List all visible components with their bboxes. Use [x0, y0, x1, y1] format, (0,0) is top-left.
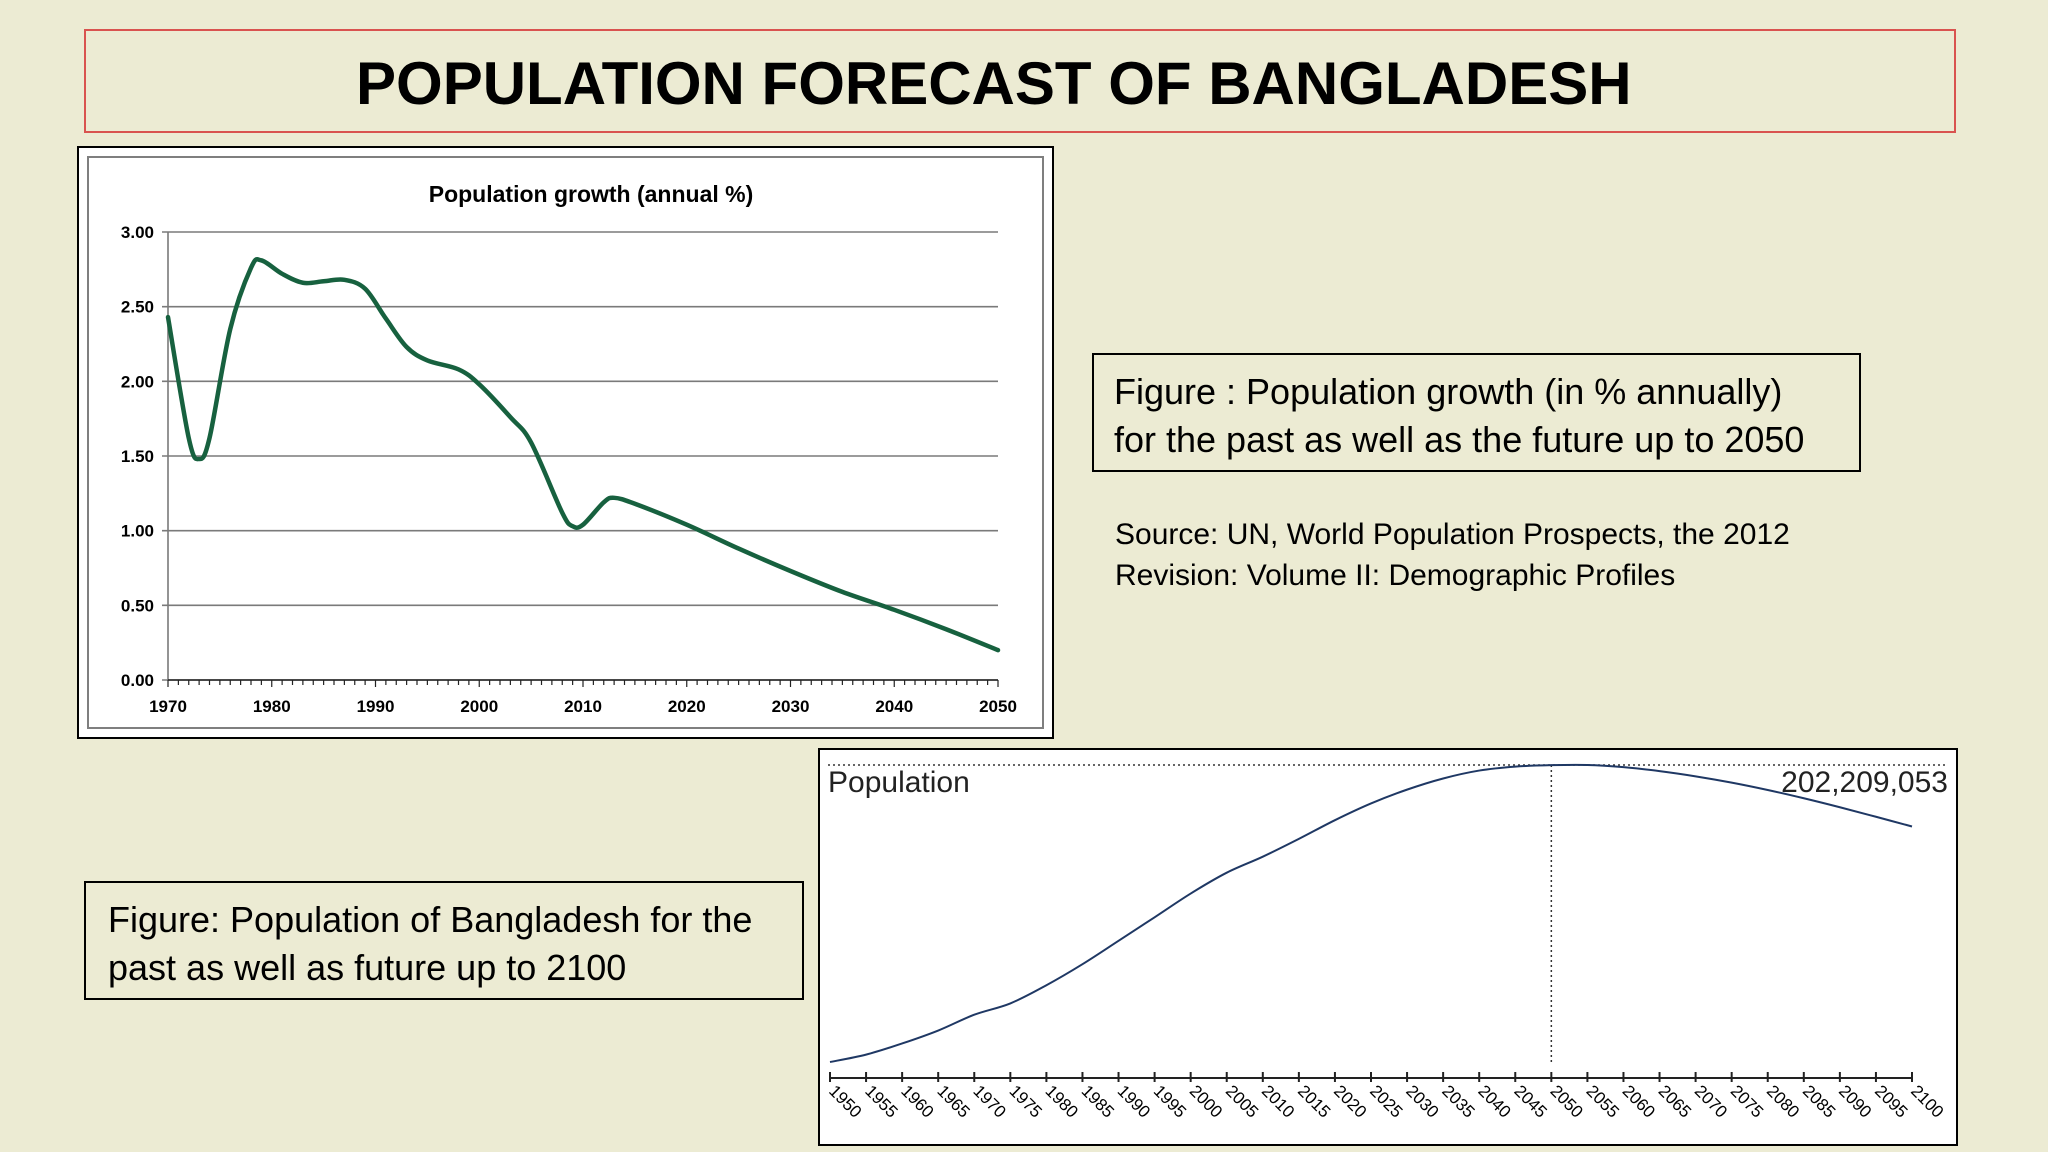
x-tick-label: 2050: [979, 697, 1017, 716]
population-x-tick-label: 2000: [1186, 1081, 1226, 1121]
population-x-tick-label: 2100: [1907, 1081, 1947, 1121]
population-x-tick-label: 1975: [1006, 1081, 1046, 1121]
growth-chart-frame: Population growth (annual %) 0.00 0.50 1.00…: [77, 146, 1054, 739]
population-x-tick-label: 1970: [969, 1081, 1009, 1121]
population-x-tick-label: 2080: [1763, 1081, 1803, 1121]
population-x-tick-label: 2010: [1258, 1081, 1298, 1121]
growth-series-line: [165, 257, 1001, 653]
x-tick-label: 2000: [460, 697, 498, 716]
growth-caption: Figure : Population growth (in % annuall…: [1092, 353, 1861, 472]
population-x-tick-label: 2095: [1871, 1081, 1911, 1121]
population-x-tick-label: 2045: [1510, 1081, 1550, 1121]
population-x-tick-label: 1950: [825, 1081, 865, 1121]
source-line-2: Revision: Volume II: Demographic Profile…: [1115, 559, 1676, 592]
population-value-label: 202,209,053: [1781, 766, 1948, 799]
population-chart-title: Population: [828, 766, 970, 799]
population-x-tick-label: 1965: [933, 1081, 973, 1121]
population-x-tick-label: 2065: [1655, 1081, 1695, 1121]
population-series-line: [829, 763, 1913, 1063]
page-title: POPULATION FORECAST OF BANGLADESH: [356, 50, 1632, 117]
growth-caption-line-1: Figure : Population growth (in % annuall…: [1114, 371, 1783, 412]
source-note: Source: UN, World Population Prospects, …: [1115, 514, 1875, 596]
population-caption-line-1: Figure: Population of Bangladesh for the: [108, 899, 753, 940]
population-x-tick-label: 2030: [1402, 1081, 1442, 1121]
population-x-tick-label: 2060: [1619, 1081, 1659, 1121]
population-x-tick-label: 1960: [897, 1081, 937, 1121]
population-caption-line-2: past as well as future up to 2100: [108, 947, 627, 988]
population-x-tick-label: 1995: [1150, 1081, 1190, 1121]
population-chart: Population 202,209,0531950195519601965197…: [825, 763, 1948, 1122]
population-x-tick-label: 2020: [1330, 1081, 1370, 1121]
x-tick-label: 1980: [253, 697, 291, 716]
population-chart-frame: Population 202,209,053 1950 1955 1960 1965 197…: [818, 748, 1958, 1146]
population-x-tick-label: 2005: [1222, 1081, 1262, 1121]
population-x-tick-label: 1985: [1078, 1081, 1118, 1121]
population-x-tick-label: 2035: [1438, 1081, 1478, 1121]
source-line-1: Source: UN, World Population Prospects, …: [1115, 518, 1790, 551]
growth-caption-line-2: for the past as well as the future up to…: [1114, 419, 1805, 460]
y-tick-label: 0.00: [121, 671, 154, 690]
population-x-tick-label: 2025: [1366, 1081, 1406, 1121]
y-tick-label: 2.50: [121, 298, 154, 317]
population-x-tick-label: 1980: [1042, 1081, 1082, 1121]
x-tick-label: 1970: [149, 697, 187, 716]
population-x-tick-label: 2090: [1835, 1081, 1875, 1121]
population-x-tick-label: 2015: [1294, 1081, 1334, 1121]
title-box: POPULATION FORECAST OF BANGLADESH: [84, 29, 1956, 133]
population-x-tick-label: 2055: [1583, 1081, 1623, 1121]
y-tick-label: 2.00: [121, 372, 154, 391]
y-tick-label: 0.50: [121, 596, 154, 615]
y-tick-label: 3.00: [121, 223, 154, 242]
y-tick-label: 1.00: [121, 522, 154, 541]
population-x-tick-label: 2050: [1547, 1081, 1587, 1121]
population-caption: Figure: Population of Bangladesh for the…: [84, 881, 804, 1000]
x-tick-label: 2030: [772, 697, 810, 716]
x-tick-label: 1990: [357, 697, 395, 716]
growth-chart-panel: Population growth (annual %) 0.00 0.50 1.00…: [87, 156, 1044, 729]
x-tick-label: 2010: [564, 697, 602, 716]
population-x-tick-label: 2085: [1799, 1081, 1839, 1121]
population-x-tick-label: 2040: [1474, 1081, 1514, 1121]
growth-chart: Population growth (annual %) 0.00 0.50 1.00…: [121, 181, 1017, 716]
population-x-tick-label: 2075: [1727, 1081, 1767, 1121]
population-x-tick-label: 1955: [861, 1081, 901, 1121]
x-tick-label: 2040: [875, 697, 913, 716]
y-tick-label: 1.50: [121, 447, 154, 466]
population-x-tick-label: 1990: [1114, 1081, 1154, 1121]
growth-chart-title: Population growth (annual %): [429, 181, 754, 207]
x-tick-label: 2020: [668, 697, 706, 716]
population-x-tick-label: 2070: [1691, 1081, 1731, 1121]
